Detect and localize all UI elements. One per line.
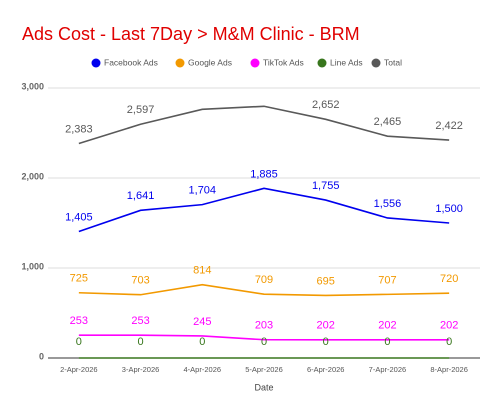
data-label: 203 — [255, 320, 273, 332]
data-label: 709 — [255, 274, 273, 286]
data-label: 2,422 — [435, 120, 463, 132]
legend-label: TikTok Ads — [263, 57, 304, 67]
data-label: 0 — [323, 336, 329, 348]
x-tick-label: 5-Apr-2026 — [245, 365, 283, 374]
data-label: 2,383 — [65, 123, 93, 135]
data-label: 0 — [384, 336, 390, 348]
legend-marker — [91, 58, 101, 68]
x-tick-label: 6-Apr-2026 — [307, 365, 345, 374]
legend-marker — [317, 58, 327, 68]
chart-title: Ads Cost - Last 7Day > M&M Clinic - BRM — [22, 24, 360, 44]
x-tick-label: 3-Apr-2026 — [122, 365, 160, 374]
legend-label: Google Ads — [188, 57, 232, 67]
series-line — [78, 105, 450, 145]
series-line — [78, 187, 450, 233]
data-label: 253 — [131, 315, 149, 327]
data-label: 1,556 — [374, 198, 402, 210]
legend-label: Total — [384, 57, 402, 67]
data-label: 695 — [317, 275, 335, 287]
data-label: 1,641 — [127, 190, 155, 202]
data-label: 1,500 — [435, 203, 463, 215]
data-label: 703 — [131, 275, 149, 287]
data-label: 253 — [70, 315, 88, 327]
data-label: 1,405 — [65, 211, 93, 223]
data-label: 1,755 — [312, 180, 340, 192]
data-label: 0 — [261, 336, 267, 348]
data-label: 725 — [70, 273, 88, 285]
legend-label: Line Ads — [330, 57, 363, 67]
y-tick-label: 2,000 — [21, 171, 44, 181]
data-label: 202 — [440, 320, 458, 332]
x-tick-label: 2-Apr-2026 — [60, 365, 98, 374]
data-label: 0 — [199, 336, 205, 348]
data-label: 202 — [317, 320, 335, 332]
x-tick-label: 7-Apr-2026 — [369, 365, 407, 374]
data-label: 720 — [440, 273, 458, 285]
x-tick-label: 4-Apr-2026 — [184, 365, 222, 374]
data-label: 2,465 — [374, 116, 402, 128]
data-label: 202 — [378, 320, 396, 332]
data-label: 707 — [378, 274, 396, 286]
y-tick-label: 1,000 — [21, 261, 44, 271]
data-label: 245 — [193, 316, 211, 328]
data-label: 0 — [138, 336, 144, 348]
y-tick-label: 0 — [39, 351, 44, 361]
data-label: 0 — [446, 336, 452, 348]
data-label: 1,885 — [250, 168, 278, 180]
legend-marker — [175, 58, 185, 68]
data-label: 814 — [193, 265, 211, 277]
x-axis-title: Date — [254, 382, 273, 392]
data-label: 2,597 — [127, 104, 155, 116]
data-label: 0 — [76, 336, 82, 348]
legend-marker — [371, 58, 381, 68]
legend-label: Facebook Ads — [104, 57, 158, 67]
data-label: 1,704 — [189, 185, 217, 197]
y-tick-label: 3,000 — [21, 81, 44, 91]
legend-marker — [250, 58, 260, 68]
series-line — [78, 283, 450, 297]
x-tick-label: 8-Apr-2026 — [430, 365, 468, 374]
series-line — [78, 334, 450, 341]
data-label: 2,652 — [312, 99, 340, 111]
